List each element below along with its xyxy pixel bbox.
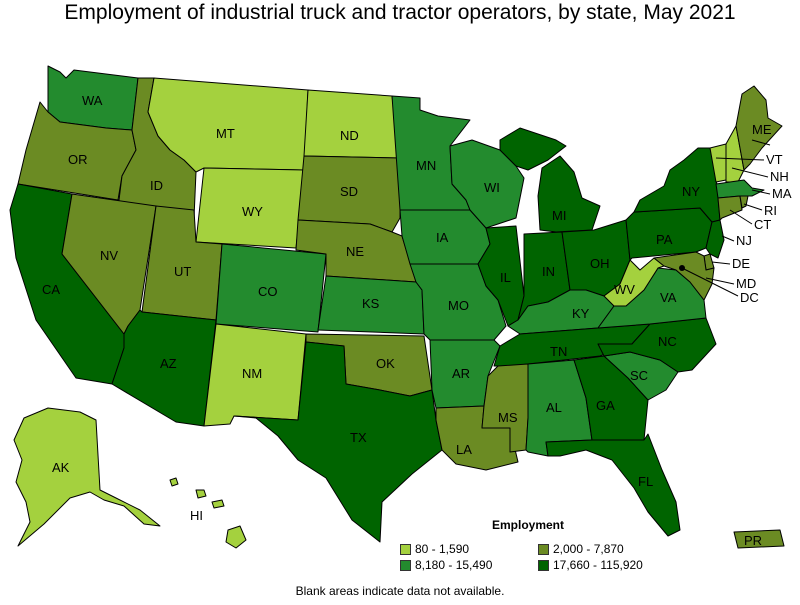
label-WI: WI <box>484 180 500 195</box>
label-CO: CO <box>258 284 278 299</box>
legend-item: 80 - 1,590 <box>400 542 469 556</box>
state-HI[interactable] <box>169 477 247 549</box>
state-WI[interactable] <box>449 139 525 229</box>
state-ND[interactable] <box>303 89 401 159</box>
label-IA: IA <box>436 230 449 245</box>
state-CT[interactable] <box>717 195 743 221</box>
legend-swatch <box>538 559 549 571</box>
state-AK[interactable] <box>13 407 161 547</box>
label-MA: MA <box>772 186 792 201</box>
label-KS: KS <box>362 296 380 311</box>
label-MT: MT <box>216 126 235 141</box>
state-FL[interactable] <box>545 433 681 537</box>
label-GA: GA <box>596 398 615 413</box>
label-WA: WA <box>82 93 103 108</box>
legend-swatch <box>400 543 411 555</box>
label-SD: SD <box>340 184 358 199</box>
label-MN: MN <box>416 158 436 173</box>
label-VA: VA <box>660 290 677 305</box>
label-IN: IN <box>542 264 555 279</box>
label-NM: NM <box>242 366 262 381</box>
label-OR: OR <box>68 152 88 167</box>
label-AK: AK <box>52 460 70 475</box>
leader-lines <box>681 139 771 297</box>
state-NY[interactable] <box>633 147 721 223</box>
label-DE: DE <box>732 256 750 271</box>
legend-label: 17,660 - 115,920 <box>553 558 643 572</box>
label-LA: LA <box>456 442 472 457</box>
label-AZ: AZ <box>160 356 177 371</box>
label-AR: AR <box>452 366 470 381</box>
legend-swatch <box>400 559 411 571</box>
label-WY: WY <box>242 204 263 219</box>
state-TX[interactable] <box>233 341 443 543</box>
label-IL: IL <box>500 270 511 285</box>
label-MO: MO <box>448 298 469 313</box>
state-MS[interactable] <box>481 363 529 453</box>
label-TX: TX <box>350 430 367 445</box>
legend: Employment 80 - 1,590 2,000 - 7,870 8,18… <box>400 518 660 578</box>
label-MI: MI <box>552 208 566 223</box>
label-NV: NV <box>100 248 118 263</box>
map-title: Employment of industrial truck and tract… <box>64 1 736 24</box>
legend-item: 17,660 - 115,920 <box>538 558 643 572</box>
label-RI: RI <box>764 203 777 218</box>
label-HI: HI <box>190 508 203 523</box>
state-MD[interactable] <box>653 251 715 301</box>
label-WV: WV <box>614 282 635 297</box>
label-MD: MD <box>736 276 756 291</box>
label-TN: TN <box>550 344 567 359</box>
state-NH[interactable] <box>725 125 745 183</box>
label-OH: OH <box>590 256 610 271</box>
us-states-map: WA OR CA ID NV MT WY UT AZ CO NM ND SD N… <box>9 65 792 549</box>
label-SC: SC <box>630 368 648 383</box>
label-FL: FL <box>638 474 653 489</box>
state-ME[interactable] <box>735 85 783 171</box>
label-KY: KY <box>572 306 590 321</box>
state-CO[interactable] <box>215 243 327 333</box>
label-ME: ME <box>752 122 772 137</box>
state-NC[interactable] <box>597 317 717 373</box>
state-labels: WA OR CA ID NV MT WY UT AZ CO NM ND SD N… <box>42 93 792 548</box>
label-UT: UT <box>174 264 191 279</box>
label-MS: MS <box>498 410 518 425</box>
state-RI[interactable] <box>739 195 749 209</box>
label-NY: NY <box>682 184 700 199</box>
state-MI[interactable] <box>499 127 601 233</box>
label-PR: PR <box>744 533 762 548</box>
label-CT: CT <box>754 217 771 232</box>
state-MA[interactable] <box>715 179 765 199</box>
label-NC: NC <box>658 334 677 349</box>
state-PR[interactable] <box>733 529 785 549</box>
label-ND: ND <box>340 128 359 143</box>
legend-title: Employment <box>492 518 565 532</box>
state-IL[interactable] <box>477 225 525 327</box>
label-AL: AL <box>546 400 562 415</box>
legend-label: 2,000 - 7,870 <box>553 542 624 556</box>
label-NE: NE <box>346 244 364 259</box>
label-CA: CA <box>42 282 60 297</box>
label-NJ: NJ <box>736 233 752 248</box>
label-NH: NH <box>770 169 789 184</box>
label-OK: OK <box>376 356 395 371</box>
label-VT: VT <box>766 152 783 167</box>
legend-label: 8,180 - 15,490 <box>415 558 493 572</box>
footnote: Blank areas indicate data not available. <box>295 584 505 598</box>
legend-item: 8,180 - 15,490 <box>400 558 492 572</box>
legend-label: 80 - 1,590 <box>415 542 470 556</box>
map-area: WA OR CA ID NV MT WY UT AZ CO NM ND SD N… <box>0 28 800 600</box>
label-PA: PA <box>656 232 673 247</box>
legend-item: 2,000 - 7,870 <box>538 542 624 556</box>
legend-swatch <box>538 543 549 555</box>
label-ID: ID <box>150 178 163 193</box>
label-DC: DC <box>740 290 759 305</box>
